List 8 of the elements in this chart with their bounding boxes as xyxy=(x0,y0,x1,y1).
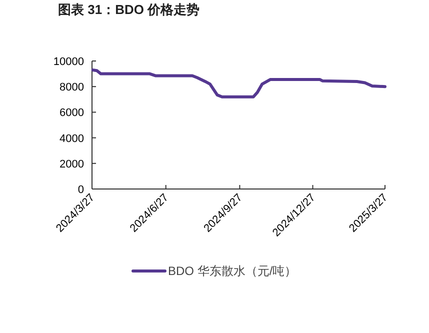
y-tick-label: 4000 xyxy=(60,132,84,145)
y-tick-label: 10000 xyxy=(53,56,84,68)
y-tick-label: 8000 xyxy=(60,82,84,94)
legend-label: BDO 华东散水（元/吨） xyxy=(168,264,297,278)
y-tick-label: 2000 xyxy=(60,158,84,170)
y-tick-label: 6000 xyxy=(60,107,84,120)
chart-title: 图表 31：BDO 价格走势 xyxy=(58,2,200,17)
y-tick-label: 0 xyxy=(78,184,84,196)
